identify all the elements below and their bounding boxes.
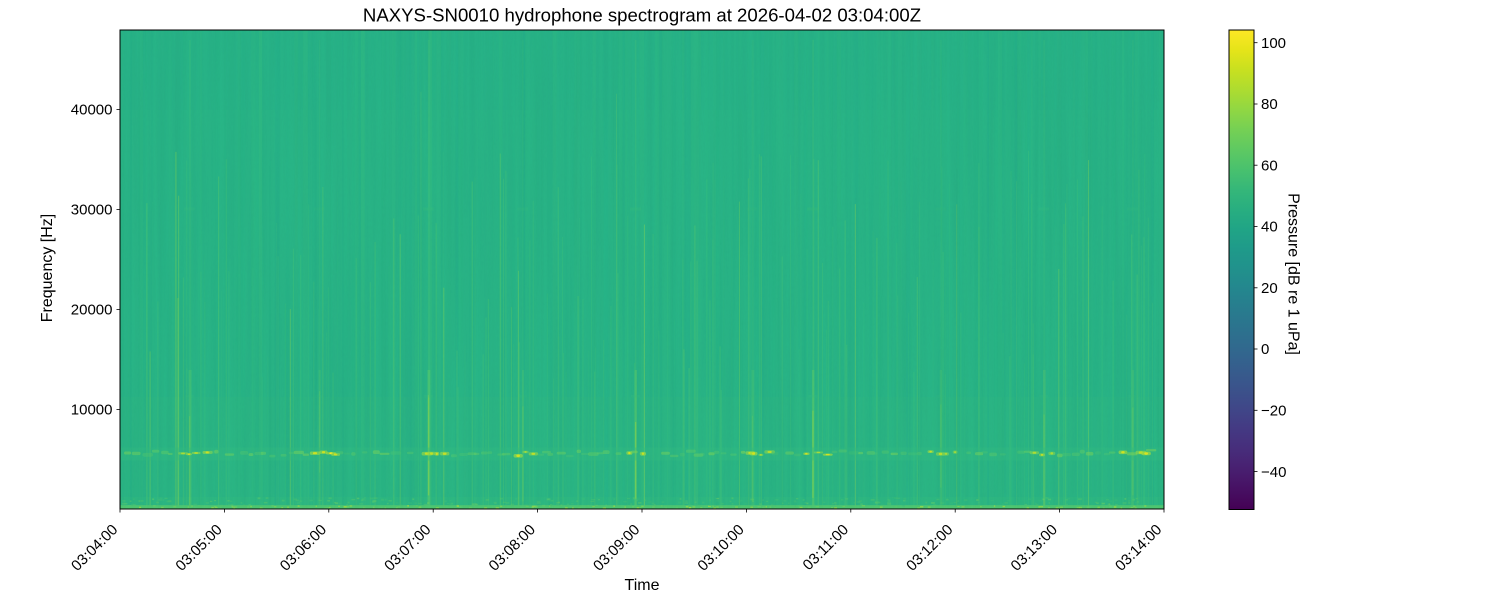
svg-text:−40: −40 [1261,464,1286,481]
svg-text:20: 20 [1261,280,1278,297]
svg-text:−20: −20 [1261,403,1286,420]
svg-text:100: 100 [1261,35,1286,52]
svg-text:30000: 30000 [71,202,113,219]
svg-text:Time: Time [625,577,660,594]
svg-text:40000: 40000 [71,102,113,119]
svg-text:80: 80 [1261,96,1278,113]
svg-text:60: 60 [1261,157,1278,174]
svg-text:0: 0 [1261,341,1269,358]
svg-text:20000: 20000 [71,302,113,319]
svg-text:NAXYS-SN0010 hydrophone spectr: NAXYS-SN0010 hydrophone spectrogram at 2… [363,5,921,26]
svg-text:Pressure [dB re 1 uPa]: Pressure [dB re 1 uPa] [1285,193,1302,355]
svg-text:40: 40 [1261,219,1278,236]
svg-text:10000: 10000 [71,402,113,419]
svg-text:Frequency [Hz]: Frequency [Hz] [39,214,56,322]
